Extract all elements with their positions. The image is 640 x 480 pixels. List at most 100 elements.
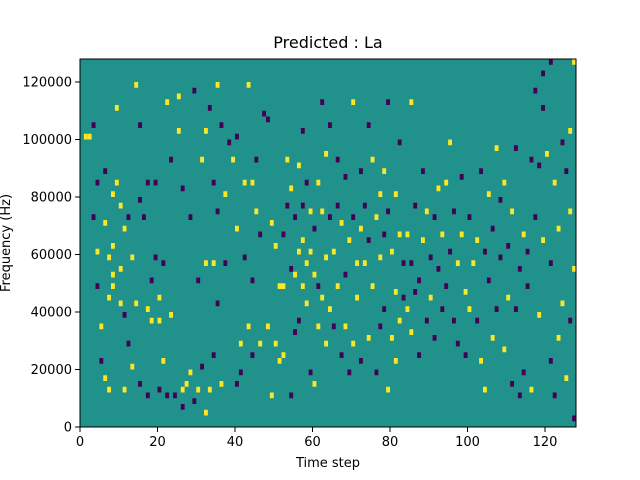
y-tick-label: 0 <box>64 421 72 436</box>
cell-high <box>157 317 162 324</box>
cell-high <box>114 179 119 186</box>
cell-high <box>378 254 383 261</box>
cell-low <box>142 214 146 220</box>
cell-high <box>308 208 313 215</box>
cell-low <box>312 225 317 232</box>
cell-high <box>196 386 201 393</box>
cell-high <box>552 179 557 186</box>
cell-high <box>111 191 115 197</box>
cell-high <box>502 346 507 353</box>
cell-high <box>211 260 216 266</box>
cell-low <box>564 168 569 174</box>
cell-low <box>281 231 286 238</box>
cell-low <box>157 386 162 393</box>
cell-high <box>444 179 449 186</box>
cell-high <box>370 156 375 163</box>
cell-low <box>440 306 445 312</box>
cell-low <box>533 87 538 94</box>
cell-low <box>541 70 546 77</box>
cell-low <box>421 168 425 174</box>
cell-high <box>386 386 391 393</box>
cell-low <box>537 162 542 169</box>
cell-high <box>560 300 565 307</box>
cell-high <box>308 248 313 255</box>
cell-low <box>514 306 518 312</box>
cell-low <box>432 335 437 341</box>
cell-low <box>149 277 154 284</box>
cell-low <box>417 277 422 284</box>
cell-high <box>207 386 212 393</box>
cell-high <box>490 335 495 341</box>
cell-low <box>300 128 305 134</box>
cell-high <box>269 220 274 226</box>
cell-high <box>215 82 220 88</box>
cell-low <box>227 139 232 146</box>
cell-low <box>215 300 220 307</box>
cell-high <box>568 208 573 215</box>
cell-high <box>250 179 255 186</box>
cell-high <box>572 266 577 272</box>
cell-high <box>118 202 123 209</box>
cell-high <box>149 317 154 324</box>
cell-low <box>498 254 503 261</box>
cell-high <box>362 260 367 266</box>
cell-high <box>204 128 208 134</box>
y-axis-label: Frequency (Hz) <box>0 194 14 292</box>
cell-high <box>188 369 193 376</box>
cell-high <box>467 306 472 312</box>
x-tick-label: 20 <box>149 435 166 450</box>
plot-background <box>80 59 576 427</box>
cell-low <box>506 243 511 249</box>
cell-high <box>242 179 247 186</box>
cell-high <box>471 260 476 266</box>
cell-high <box>506 294 511 301</box>
cell-low <box>165 392 170 399</box>
cell-high <box>118 300 123 307</box>
cell-low <box>215 208 220 215</box>
cell-low <box>250 352 255 358</box>
cell-high <box>390 335 394 341</box>
cell-low <box>432 214 437 220</box>
cell-high <box>556 335 561 341</box>
cell-low <box>200 363 205 370</box>
cell-high <box>359 225 363 232</box>
cell-low <box>173 392 177 399</box>
cell-high <box>455 260 460 266</box>
cell-low <box>401 294 406 301</box>
cell-low <box>359 358 363 364</box>
cell-high <box>103 375 108 381</box>
cell-high <box>440 231 445 238</box>
x-tick-label: 120 <box>533 435 558 450</box>
cell-high <box>83 133 88 140</box>
cell-high <box>378 191 383 197</box>
cell-low <box>196 277 201 284</box>
cell-high <box>351 340 356 347</box>
cell-low <box>452 317 456 324</box>
cell-high <box>169 312 174 318</box>
cell-high <box>366 335 371 341</box>
cell-high <box>556 225 561 232</box>
cell-low <box>238 369 243 376</box>
cell-high <box>335 283 340 289</box>
y-tick-label: 60000 <box>31 248 72 263</box>
cell-low <box>103 168 108 174</box>
cell-low <box>343 174 348 180</box>
cell-low <box>548 260 553 266</box>
cell-low <box>347 369 352 376</box>
cell-low <box>343 271 348 278</box>
cell-high <box>238 340 243 347</box>
cell-low <box>328 214 332 220</box>
cell-high <box>161 358 166 364</box>
y-tick-label: 40000 <box>31 306 72 321</box>
cell-high <box>374 214 379 220</box>
cell-low <box>552 392 557 399</box>
cell-high <box>409 99 414 105</box>
cell-high <box>521 231 526 238</box>
cell-low <box>483 248 487 255</box>
y-tick-label: 120000 <box>22 76 72 91</box>
cell-low <box>95 179 100 186</box>
cell-high <box>304 260 309 266</box>
heatmap-cells <box>83 59 577 422</box>
x-axis: 0 20 40 60 80 100 120 <box>76 427 558 450</box>
cell-high <box>316 179 321 186</box>
